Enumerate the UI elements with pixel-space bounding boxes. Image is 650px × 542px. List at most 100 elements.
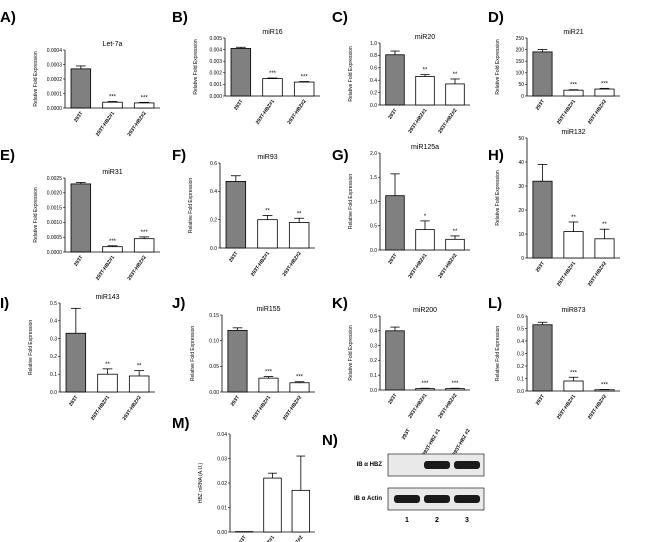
y-tick-label-C: 0.4	[370, 78, 377, 84]
x-tick-label-D-1: 293T	[535, 99, 546, 112]
western-blot-panel: N) 293T 293T-HBZ #1 293T-HBZ #2 IB α HBZ…	[322, 428, 485, 524]
blot-band-actin-lane1	[394, 495, 420, 503]
x-tick-label-F-1: 293T	[228, 251, 239, 264]
significance-L-3: ***	[601, 383, 609, 389]
y-axis-label-L: Relative Fold Expression	[495, 326, 501, 382]
bar-J-1	[227, 329, 248, 393]
blot-row-label-hbz: IB α HBZ	[357, 462, 383, 468]
y-tick-label-H: 30	[518, 184, 524, 190]
y-tick-label-A: 0.0003	[47, 62, 63, 68]
bar-E-1	[70, 183, 92, 253]
x-tick-label-M-1: 293T	[236, 535, 247, 542]
chart-title-D: miR21	[563, 29, 583, 36]
bar-H-1	[532, 180, 553, 259]
significance-H-3: **	[602, 222, 607, 228]
y-tick-label-K: 0.3	[370, 343, 377, 349]
chart-title-F: miR93	[257, 154, 277, 161]
y-axis-label-B: Relative Fold Expression	[193, 39, 199, 95]
y-tick-label-G: 0.5	[370, 224, 377, 230]
y-axis-label-C: Relative Fold Expression	[348, 46, 354, 102]
panel-label-L: L)	[488, 295, 502, 312]
y-tick-label-M: 0.04	[217, 432, 227, 438]
chart-panel-K: K) miR200 Relative Fold Expression 0.0 0.1 0.…	[332, 295, 470, 420]
y-tick-label-C: 1.0	[370, 41, 377, 47]
blot-column-hbz2: 293T-HBZ #2	[452, 428, 472, 457]
bar-G-3	[445, 238, 465, 251]
bar-L-1	[532, 324, 553, 392]
bar-B-2	[262, 78, 283, 97]
panel-label-G: G)	[332, 147, 349, 164]
blot-band-actin-lane2	[424, 495, 450, 503]
bar-B-1	[230, 48, 252, 97]
bar-C-3	[445, 83, 465, 106]
chart-panel-G: G) miR125a Relative Fold Expression 0.0 0.5 1…	[332, 144, 470, 280]
x-tick-label-A-3: 293T-HBZ#2	[126, 111, 147, 138]
x-tick-label-J-1: 293T	[230, 395, 241, 408]
y-tick-label-L: 0.6	[517, 314, 524, 320]
y-tick-label-A: 0.0001	[47, 91, 63, 97]
panel-label-C: C)	[332, 9, 348, 26]
significance-K-2: ***	[421, 381, 429, 387]
chart-title-B: miR16	[262, 29, 282, 36]
y-tick-label-M: 0.03	[217, 456, 227, 462]
y-axis-label-J: Relative Fold Expression	[190, 326, 196, 382]
x-tick-label-F-3: 293T-HBZ#2	[281, 251, 302, 278]
x-tick-label-C-3: 293T-HBZ#2	[437, 108, 458, 135]
y-tick-label-L: 0.0	[517, 389, 524, 395]
y-tick-label-H: 10	[518, 232, 524, 238]
x-tick-label-D-3: 293T-HBZ#2	[587, 99, 608, 126]
panel-label-H: H)	[488, 147, 504, 164]
x-tick-label-G-1: 293T	[387, 253, 398, 266]
bar-K-2	[415, 388, 435, 391]
significance-F-2: **	[265, 208, 270, 214]
x-tick-label-M-2: 293T-HBZ#1	[255, 535, 276, 542]
y-tick-label-G: 1.5	[370, 175, 377, 181]
x-tick-label-J-3: 293T-HBZ#2	[282, 395, 303, 422]
y-tick-label-C: 0.8	[370, 53, 377, 59]
bar-G-1	[385, 195, 405, 251]
chart-panel-C: C) miR20 Relative Fold Expression 0.0 0.2 0.4…	[332, 9, 470, 135]
bar-D-2	[563, 89, 584, 97]
y-tick-label-M: 0.00	[217, 530, 227, 536]
y-tick-label-L: 0.3	[517, 351, 524, 357]
bar-F-1	[225, 181, 247, 249]
x-tick-label-K-1: 293T	[387, 393, 398, 406]
bar-I-1	[65, 332, 87, 393]
chart-title-J: miR155	[256, 306, 280, 313]
blot-lane-1: 1	[405, 517, 409, 524]
bar-C-2	[415, 76, 435, 106]
y-tick-label-H: 0	[521, 256, 524, 262]
chart-title-C: miR20	[415, 34, 435, 41]
x-tick-label-B-2: 293T-HBZ#1	[255, 99, 276, 126]
y-tick-label-H: 40	[518, 160, 524, 166]
y-tick-label-D: 50	[518, 82, 524, 88]
y-tick-label-F: 0.6	[210, 161, 217, 167]
bar-F-3	[288, 222, 310, 249]
panel-label-I: I)	[0, 295, 9, 312]
y-tick-label-K: 0.5	[370, 314, 377, 320]
x-tick-label-L-1: 293T	[535, 394, 546, 407]
bar-I-3	[128, 375, 150, 393]
y-tick-label-G: 1.0	[370, 199, 377, 205]
blot-lane-2: 2	[435, 517, 439, 524]
y-tick-label-D: 200	[516, 47, 525, 53]
x-tick-label-H-2: 293T-HBZ#1	[556, 261, 577, 288]
x-tick-label-H-3: 293T-HBZ#2	[587, 261, 608, 288]
y-tick-label-E: 0.0010	[47, 220, 63, 226]
x-tick-label-C-1: 293T	[387, 108, 398, 121]
y-tick-label-B: 0.001	[209, 82, 222, 88]
blot-band-actin-lane3	[454, 495, 480, 503]
x-tick-label-C-2: 293T-HBZ#1	[407, 108, 428, 135]
blot-band-hbz-lane2	[424, 461, 450, 469]
y-axis-label-D: Relative Fold Expression	[495, 39, 501, 95]
x-tick-label-D-2: 293T-HBZ#1	[556, 99, 577, 126]
y-tick-label-L: 0.5	[517, 326, 524, 332]
x-tick-label-A-2: 293T-HBZ#1	[95, 111, 116, 138]
y-axis-label-I: Relative Fold Expression	[28, 320, 34, 376]
chart-panel-B: B) miR16 Relative Fold Expression 0.000 0.00…	[172, 9, 320, 126]
significance-G-2: *	[424, 214, 427, 220]
x-tick-label-E-3: 293T-HBZ#2	[126, 255, 147, 282]
bar-C-1	[385, 54, 405, 106]
y-axis-label-A: Relative Fold Expression	[33, 51, 39, 107]
